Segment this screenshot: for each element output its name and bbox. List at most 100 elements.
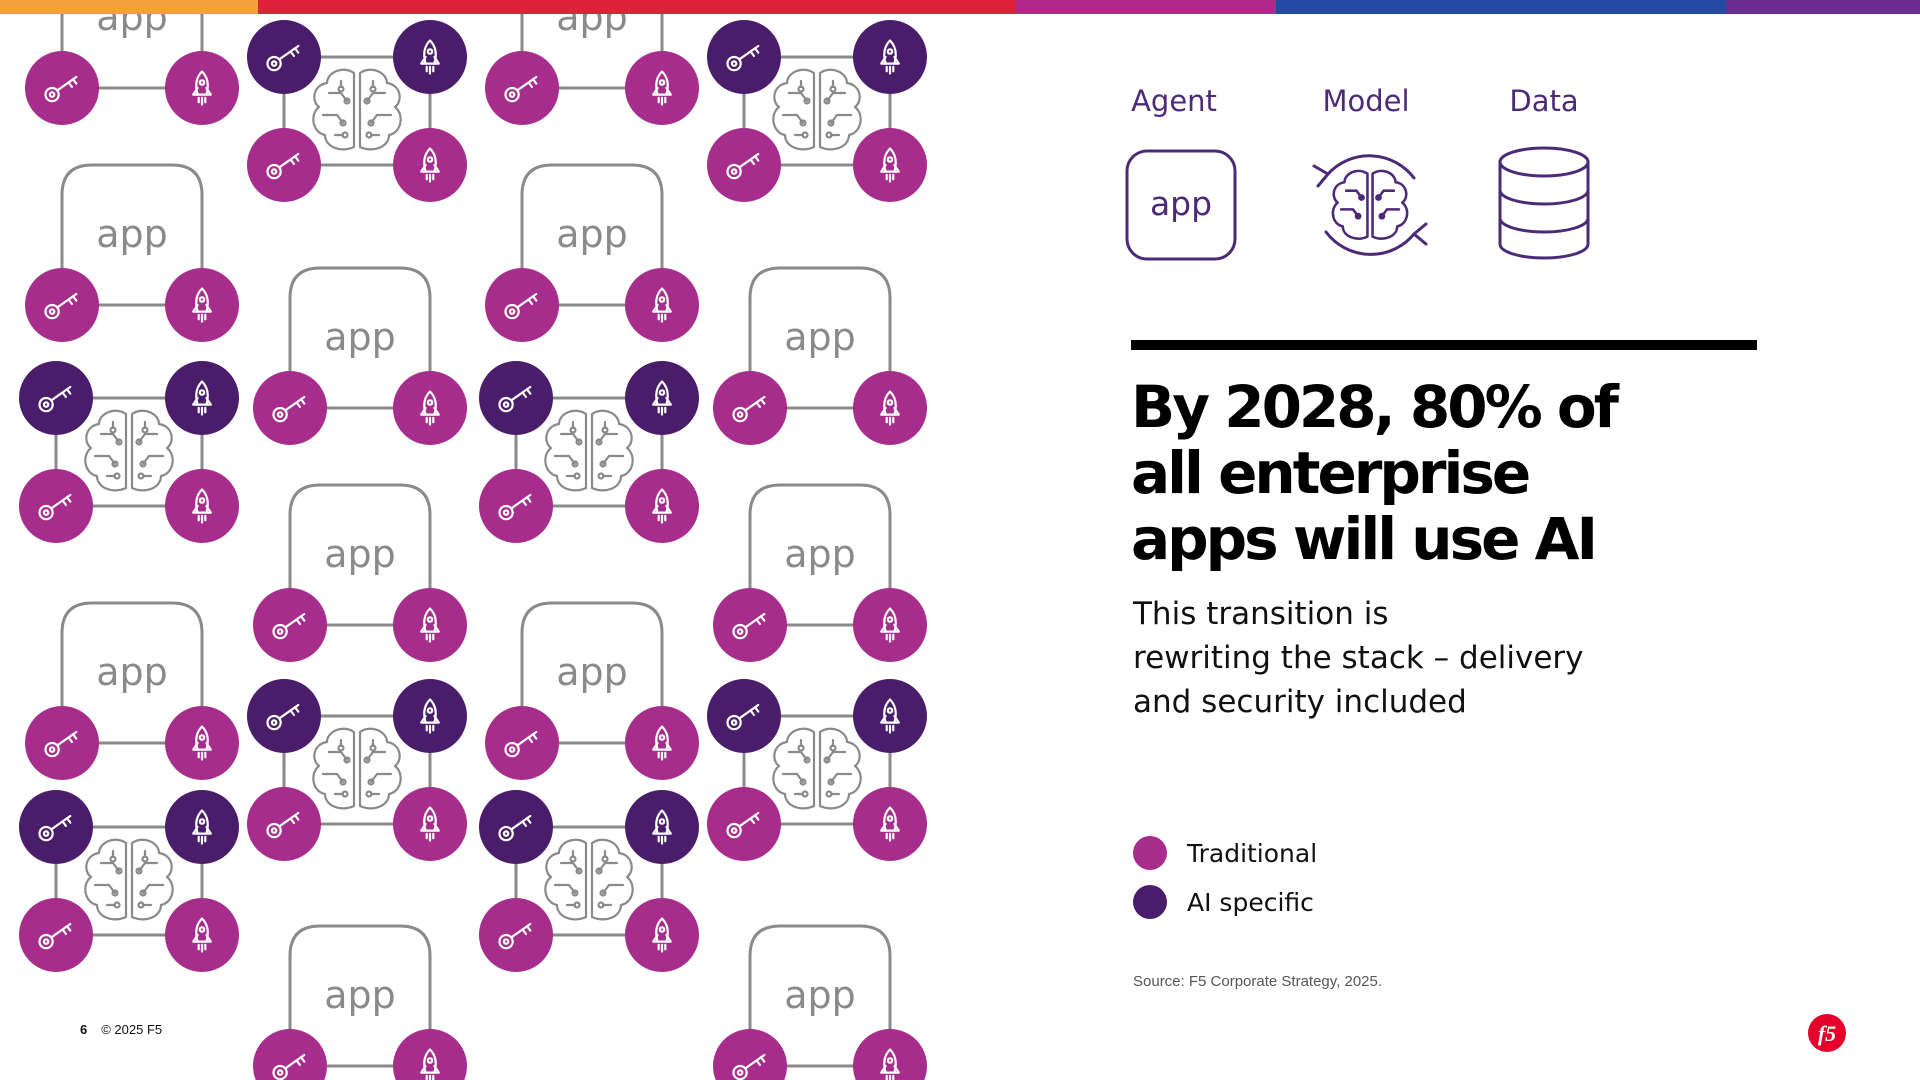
app-box-outline [748,924,892,1066]
pattern-node [707,20,781,94]
pattern-node [393,128,467,202]
app-box-label: app [556,14,628,39]
brain-icon [544,838,634,921]
pattern-node [165,898,239,972]
pattern-circle [625,469,699,543]
ai-unit-frame [742,55,892,167]
app-box-label: app [784,973,856,1017]
model-label: Model [1322,84,1410,118]
pattern-node [713,1029,787,1080]
top-bar-segment-blue [1276,0,1726,14]
app-box-outline [520,163,664,305]
agent-label: Agent [1131,84,1217,118]
pattern-circle [165,706,239,780]
app-unit: app [748,266,892,410]
f5-logo-text: f5 [1818,1021,1836,1046]
pattern-node [247,787,321,861]
app-unit: app [748,924,892,1068]
brain-icon [544,409,634,492]
pattern-node [853,128,927,202]
pattern-circle [853,1029,927,1080]
app-box-outline [60,601,204,743]
pattern-circle [165,469,239,543]
pattern-circle [853,20,927,94]
pattern-circle [165,898,239,972]
pattern-node [25,268,99,342]
pattern-node [19,361,93,435]
pattern-node [713,588,787,662]
pattern-node [165,361,239,435]
pattern-node [707,128,781,202]
pattern-circle [165,361,239,435]
brain-icon [84,838,174,921]
brain-icon [312,727,402,810]
pattern-node [625,268,699,342]
pattern-node [393,787,467,861]
app-box-label: app [784,315,856,359]
pattern-node [393,20,467,94]
ai-unit [742,55,892,167]
pattern-node [707,679,781,753]
pattern-circle [853,787,927,861]
pattern-node [713,371,787,445]
top-bar-segment-purple [1726,0,1920,14]
pattern-circle [393,1029,467,1080]
pattern-node [25,51,99,125]
pattern-node [853,679,927,753]
app-box-outline [288,924,432,1066]
pattern-node [707,787,781,861]
pattern-node [625,898,699,972]
pattern-node [479,361,553,435]
ai-unit-frame [54,396,204,508]
ai-unit-frame [514,396,664,508]
app-unit: app [288,266,432,410]
legend-dot-traditional [1133,836,1167,870]
database-icon [1498,146,1590,260]
legend-label-traditional: Traditional [1187,838,1318,868]
ai-unit [514,825,664,937]
app-box-label: app [784,532,856,576]
pattern-node [25,706,99,780]
pattern-node [393,371,467,445]
top-bar-segment-red [258,0,1016,14]
agent-app-text: app [1150,184,1212,223]
pattern-node [853,1029,927,1080]
ai-unit-frame [54,825,204,937]
pattern-node [165,51,239,125]
brain-icon [84,409,174,492]
pattern-node [625,706,699,780]
model-brain-cycle-icon [1312,154,1428,256]
legend-dot-ai-specific [1133,885,1167,919]
app-box-label: app [556,650,628,694]
app-box-outline [288,266,432,408]
pattern-circle [393,588,467,662]
app-box-outline [748,266,892,408]
pattern-node [479,469,553,543]
ai-unit [282,55,432,167]
pattern-node [19,469,93,543]
app-pattern-grid: app app app app app app app app app app app app [0,14,960,1080]
pattern-circle [625,790,699,864]
legend-item-ai-specific: AI specific [1133,885,1314,919]
pattern-node [479,898,553,972]
pattern-node [165,790,239,864]
pattern-node [625,51,699,125]
pattern-node [479,790,553,864]
pattern-node [625,469,699,543]
brain-icon [772,68,862,151]
subtext-line-2: rewriting the stack – delivery [1133,640,1584,676]
pattern-circle [625,51,699,125]
brain-icon [772,727,862,810]
pattern-node [247,128,321,202]
pattern-node [393,679,467,753]
ai-unit [514,396,664,508]
footer: 6 © 2025 F5 [80,1022,162,1037]
agent-app-icon: app [1125,149,1237,261]
pattern-circle [165,790,239,864]
brain-icon [312,68,402,151]
pattern-circle [853,679,927,753]
pattern-node [393,588,467,662]
pattern-circle [625,268,699,342]
app-box-outline [520,601,664,743]
app-box-label: app [324,315,396,359]
